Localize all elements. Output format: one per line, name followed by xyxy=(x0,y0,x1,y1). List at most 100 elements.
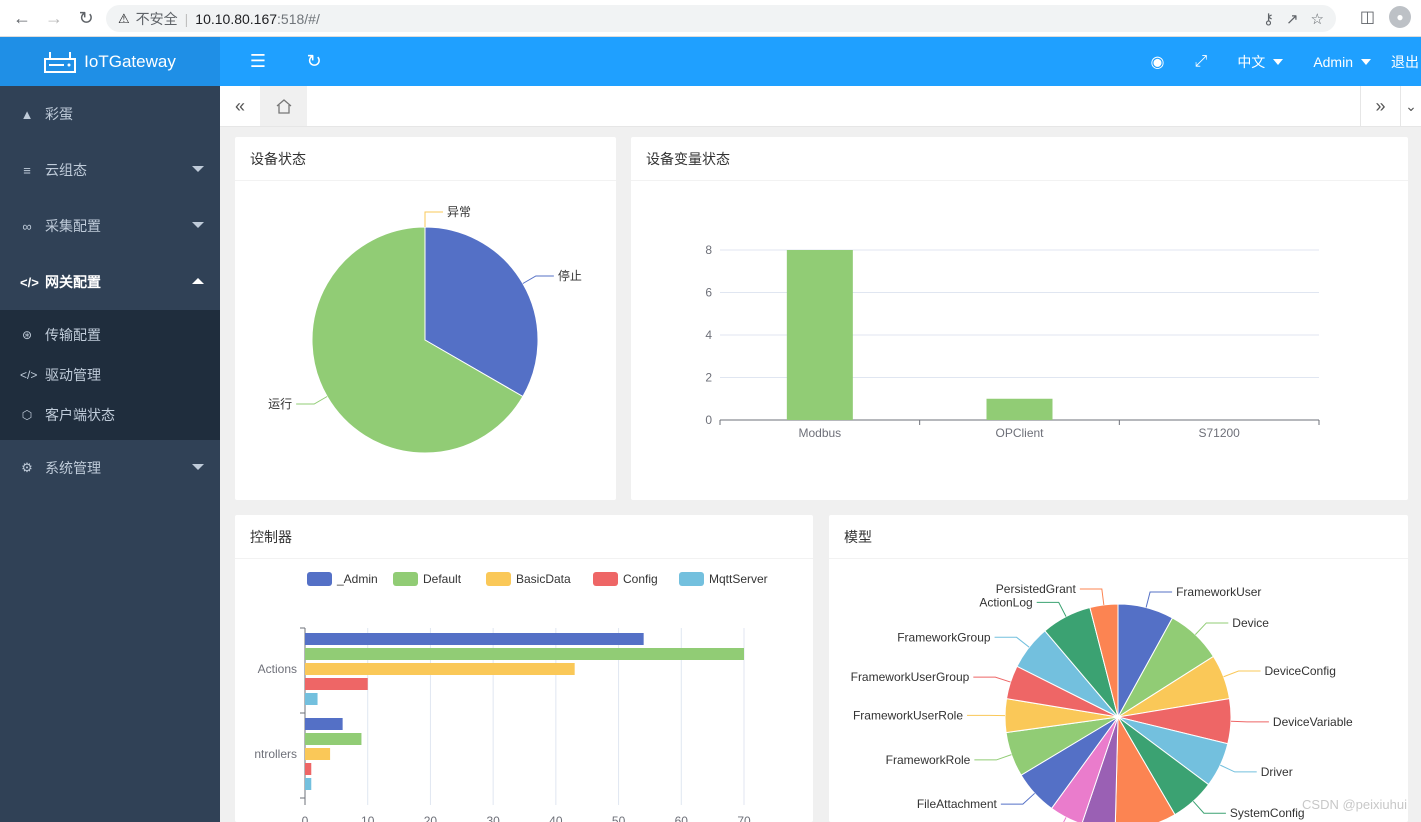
bar xyxy=(305,678,368,690)
x-tick-label: 0 xyxy=(302,814,309,822)
pie-label: ActionLog xyxy=(979,595,1032,609)
bar xyxy=(986,398,1053,420)
x-tick-label: 60 xyxy=(675,814,689,822)
pie-label: FrameworkUser xyxy=(1176,585,1261,599)
app-header: ☰ ↻ ◉ ⤢ 中文 Admin 退出 xyxy=(220,37,1421,86)
legend-swatch xyxy=(307,572,332,586)
user-dropdown[interactable]: Admin xyxy=(1313,54,1371,70)
pie-label-line xyxy=(1220,764,1257,773)
legend-swatch xyxy=(679,572,704,586)
sidebar-item-client-status[interactable]: ⬡ 客户端状态 xyxy=(0,395,220,435)
watermark: CSDN @peixiuhui xyxy=(1302,797,1407,812)
pie-label-line xyxy=(1036,601,1067,617)
pie-label-line xyxy=(296,396,328,405)
legend-label: Default xyxy=(423,572,462,586)
card-title: 设备变量状态 xyxy=(631,137,1408,181)
controller-chart: _Admin Default BasicData Config MqttServer 0 1… xyxy=(254,572,768,822)
bar xyxy=(305,633,644,645)
url-host: 10.10.80.167 xyxy=(195,10,278,27)
x-tick-label: 30 xyxy=(486,814,500,822)
url-path: :518/#/ xyxy=(277,10,320,27)
pie-label: PersistedGrant xyxy=(996,582,1077,596)
sidebar-item-system-management[interactable]: ⚙ 系统管理 xyxy=(0,440,220,496)
sidebar: IoTGateway ▲ 彩蛋 ≡ 云组态 ∞ 采集配置 </> 网关配置 ⊛ … xyxy=(0,37,220,822)
model-chart: FrameworkUser Device DeviceConfig DeviceVar… xyxy=(851,582,1353,822)
app-logo[interactable]: IoTGateway xyxy=(0,37,220,86)
pie-label: SystemConfig xyxy=(1230,806,1305,820)
bar xyxy=(305,718,343,730)
sidebar-item-label: 客户端状态 xyxy=(45,407,115,423)
pie-label-line xyxy=(1194,622,1229,635)
pie-label: FrameworkUserGroup xyxy=(851,670,970,684)
star-icon[interactable]: ☆ xyxy=(1310,10,1324,28)
pie-label: 异常 xyxy=(447,205,471,219)
back-icon[interactable]: ← xyxy=(13,7,31,28)
code-icon: </> xyxy=(20,368,38,382)
forward-icon[interactable]: → xyxy=(45,7,63,28)
pie-label-line xyxy=(1079,588,1105,605)
x-tick-label: OPClient xyxy=(995,426,1044,440)
tabs-scroll-right-icon[interactable]: » xyxy=(1360,86,1400,126)
pie-label: Driver xyxy=(1261,765,1293,779)
sidebar-item-easter-egg[interactable]: ▲ 彩蛋 xyxy=(0,86,220,142)
url-separator: | xyxy=(184,10,189,27)
bar xyxy=(305,733,362,745)
pie-label: 运行 xyxy=(268,397,292,411)
x-tick-label: 20 xyxy=(424,814,438,822)
sidebar-item-driver-management[interactable]: </> 驱动管理 xyxy=(0,355,220,395)
y-tick-label: 0 xyxy=(705,413,712,427)
controller-card: 控制器 _Admin Default BasicData Config MqttServ… xyxy=(235,515,813,822)
bar xyxy=(305,748,331,760)
reload-icon[interactable]: ↻ xyxy=(78,7,94,28)
share-icon[interactable]: ↗ xyxy=(1285,10,1299,28)
logout-button[interactable]: 退出 xyxy=(1391,53,1419,70)
sidebar-item-collection-config[interactable]: ∞ 采集配置 xyxy=(0,198,220,254)
caret-down-icon xyxy=(1361,58,1371,65)
device-status-card: 设备状态 停止 运行 异常 xyxy=(235,137,616,500)
profile-icon[interactable]: ● xyxy=(1389,6,1411,28)
pie-label-line xyxy=(1230,720,1269,723)
pie-label: DeviceConfig xyxy=(1265,664,1336,678)
y-tick-label: 6 xyxy=(705,286,712,300)
sidebar-item-transport-config[interactable]: ⊛ 传输配置 xyxy=(0,315,220,355)
gateway-icon xyxy=(44,51,77,73)
y-tick-label: 2 xyxy=(705,371,712,385)
key-icon[interactable]: ⚷ xyxy=(1262,10,1274,28)
sidebar-item-gateway-config[interactable]: </> 网关配置 xyxy=(0,254,220,310)
sidebar-item-label: 网关配置 xyxy=(45,274,101,290)
pie-slice xyxy=(311,226,524,454)
code-icon: </> xyxy=(20,274,39,290)
y-tick-label: Actions xyxy=(258,662,297,676)
legend-swatch xyxy=(486,572,511,586)
pie-label: FrameworkRole xyxy=(886,753,971,767)
chevron-up-icon xyxy=(192,278,204,284)
tabs-scroll-left-icon[interactable]: « xyxy=(234,95,245,116)
pie-label-line xyxy=(1223,670,1261,678)
chevron-down-icon xyxy=(192,464,204,470)
sidepanel-icon[interactable]: ◫ xyxy=(1359,9,1375,26)
sidebar-item-label: 云组态 xyxy=(45,162,87,178)
pie-label-line xyxy=(994,636,1030,648)
menu-collapse-icon[interactable]: ☰ xyxy=(249,51,267,71)
bar xyxy=(305,778,312,790)
user-label: Admin xyxy=(1313,53,1353,70)
sidebar-item-label: 驱动管理 xyxy=(45,367,101,383)
warning-icon: ⚠ xyxy=(118,10,130,26)
sidebar-item-cloud-config[interactable]: ≡ 云组态 xyxy=(0,142,220,198)
link-icon: ∞ xyxy=(22,218,32,234)
sidebar-item-label: 系统管理 xyxy=(45,460,101,476)
tabs-menu-icon[interactable]: ⌄ xyxy=(1400,86,1421,126)
refresh-icon[interactable]: ↻ xyxy=(306,51,322,71)
home-tab[interactable] xyxy=(260,86,307,126)
y-tick-label: 4 xyxy=(705,328,712,342)
language-dropdown[interactable]: 中文 xyxy=(1237,52,1284,72)
y-tick-label: 8 xyxy=(705,243,712,257)
bar xyxy=(305,763,312,775)
pie-label: FrameworkGroup xyxy=(897,630,991,644)
address-bar[interactable]: ⚠ 不安全 | 10.10.80.167:518/#/ ⚷ ↗ ☆ xyxy=(106,5,1336,32)
pie-label: Device xyxy=(1232,616,1269,630)
fullscreen-icon[interactable]: ⤢ xyxy=(1194,52,1208,70)
variable-status-chart: 0 2 4 6 8 Modbus OPClient S71200 xyxy=(705,243,1320,440)
theme-palette-icon[interactable]: ◉ xyxy=(1150,53,1165,71)
pie-label-line xyxy=(522,275,554,284)
